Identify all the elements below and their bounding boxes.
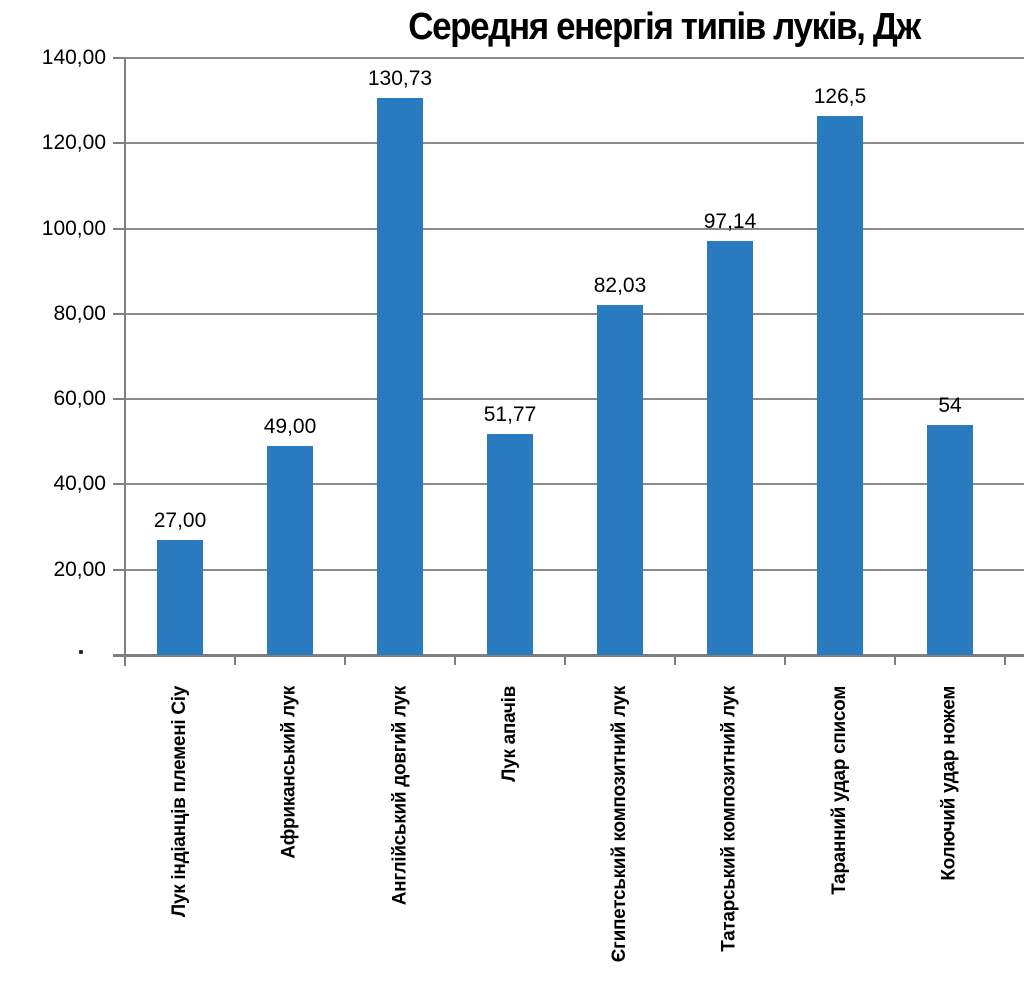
x-category-cell: Татарський композитний лук xyxy=(675,656,785,988)
bar xyxy=(817,115,863,655)
gridline xyxy=(125,142,1024,145)
bar xyxy=(377,97,423,655)
bar xyxy=(927,424,973,655)
y-axis-tick xyxy=(113,227,125,230)
x-category-label: Лук апачів xyxy=(499,686,520,782)
y-axis-tick xyxy=(113,483,125,486)
x-axis-tick xyxy=(784,654,786,665)
bar-value-label: 49,00 xyxy=(263,415,317,439)
x-axis-tick xyxy=(454,654,456,665)
y-axis-tick-label: 60,00 xyxy=(53,387,106,411)
x-category-cell: Колючий удар ножем xyxy=(895,656,1005,988)
x-axis-tick xyxy=(344,654,346,665)
gridline xyxy=(125,57,1024,59)
y-axis-baseline-marker xyxy=(79,650,83,654)
y-axis-tick xyxy=(113,398,125,401)
bar-value-label: 27,00 xyxy=(153,508,207,532)
bar-value-label: 97,14 xyxy=(703,209,757,233)
gridline xyxy=(125,312,1024,315)
x-axis-line xyxy=(113,654,1024,657)
y-axis-tick xyxy=(113,57,125,59)
bar xyxy=(267,446,313,655)
x-category-cell: Лук апачів xyxy=(455,656,565,988)
y-axis-tick xyxy=(113,312,125,315)
x-category-cell: Англійський довгий лук xyxy=(345,656,455,988)
gridline xyxy=(125,398,1024,401)
gridline xyxy=(125,483,1024,486)
gridline xyxy=(125,568,1024,571)
x-category-cell: Африканський лук xyxy=(235,656,345,988)
x-category-label: Лук індіанців племені Сіу xyxy=(169,686,190,918)
x-axis-tick xyxy=(234,654,236,665)
x-category-label: Африканський лук xyxy=(279,686,300,859)
x-category-label: Англійський довгий лук xyxy=(389,686,410,906)
x-axis-tick xyxy=(674,654,676,665)
y-axis-tick-label: 20,00 xyxy=(53,557,106,581)
bar xyxy=(487,434,533,655)
bar-value-label: 130,73 xyxy=(367,66,433,90)
x-category-cell: Таранний удар списом xyxy=(785,656,895,988)
x-category-label: Татарський композитний лук xyxy=(719,686,740,952)
bar-value-label: 51,77 xyxy=(483,403,537,427)
y-axis-line xyxy=(124,58,126,666)
x-category-cell: Лук індіанців племені Сіу xyxy=(125,656,235,988)
x-category-label: Єгипетський композитний лук xyxy=(609,686,630,963)
bar-value-label: 54 xyxy=(938,393,962,417)
y-axis-tick xyxy=(113,142,125,145)
chart-title-row: Середня енергія типів луків, Дж xyxy=(0,6,1024,49)
y-axis-tick-label: 140,00 xyxy=(41,46,106,69)
bar-value-label: 82,03 xyxy=(593,274,647,298)
bar xyxy=(707,240,753,655)
gridline xyxy=(125,227,1024,230)
x-axis-tick xyxy=(1004,654,1006,665)
bar-value-label: 126,5 xyxy=(813,84,867,108)
y-axis-tick-label: 40,00 xyxy=(53,472,106,496)
bar xyxy=(157,539,203,655)
x-category-cell: Єгипетський композитний лук xyxy=(565,656,675,988)
x-axis-tick xyxy=(124,654,126,665)
y-axis-tick-label: 120,00 xyxy=(41,131,106,155)
x-axis-tick xyxy=(894,654,896,665)
y-axis-tick-label: 100,00 xyxy=(41,216,106,240)
bar xyxy=(597,305,643,655)
x-axis-tick xyxy=(564,654,566,665)
x-category-label: Таранний удар списом xyxy=(829,686,850,895)
y-axis-tick-label: 80,00 xyxy=(53,301,106,325)
chart-title: Середня енергія типів луків, Дж xyxy=(408,6,921,48)
x-category-label: Колючий удар ножем xyxy=(939,686,960,881)
y-axis-tick xyxy=(113,568,125,571)
